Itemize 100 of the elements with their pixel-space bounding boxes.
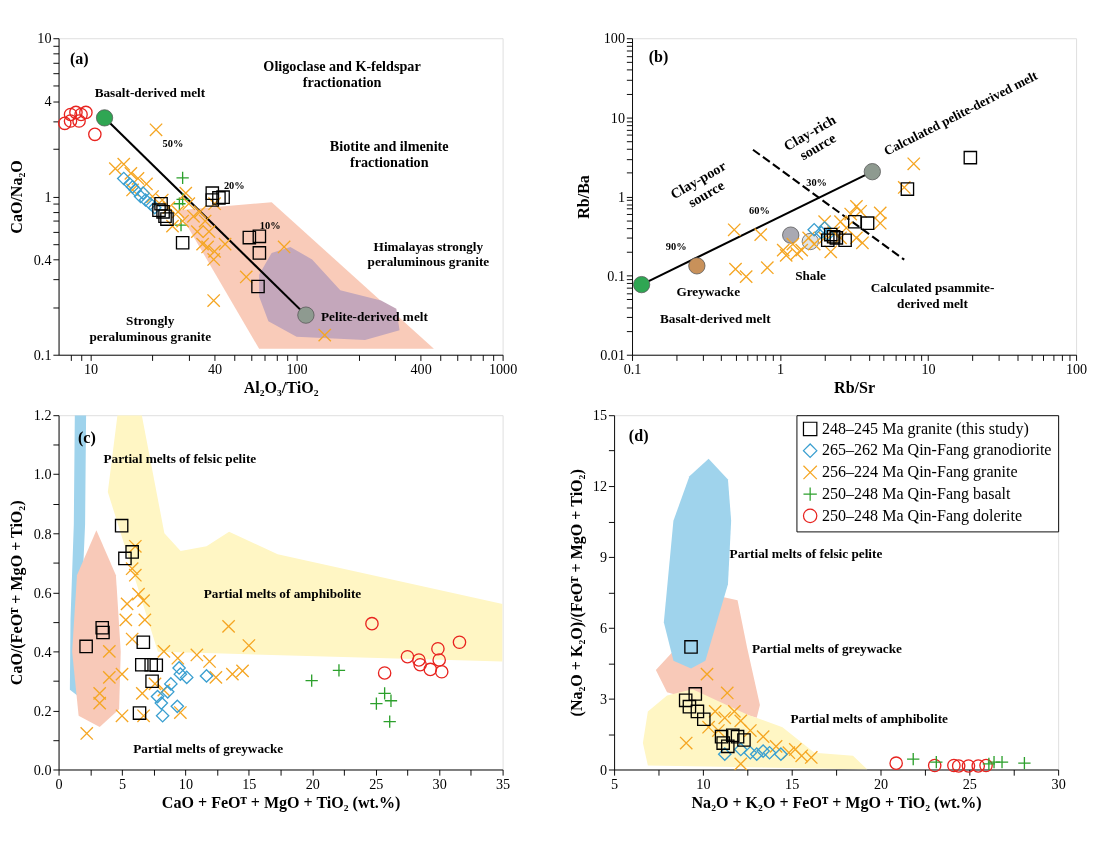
x-tick-label: 15 <box>785 775 800 792</box>
point <box>79 639 93 654</box>
point <box>190 648 204 662</box>
point <box>774 747 788 761</box>
point <box>131 587 146 601</box>
point <box>332 663 346 678</box>
point <box>400 649 415 664</box>
y-tick-label: 4 <box>44 93 52 110</box>
point <box>172 661 186 675</box>
x-tick-label: 5 <box>611 775 619 792</box>
point <box>221 619 236 634</box>
point <box>173 667 188 681</box>
x-tick-label: 0 <box>55 775 63 792</box>
point <box>720 686 735 700</box>
x-tick-label: 25 <box>962 775 977 792</box>
point <box>144 657 159 672</box>
point <box>128 568 143 583</box>
annotation: Partial melts of greywacke <box>133 740 284 756</box>
point <box>209 670 223 685</box>
point <box>714 729 729 744</box>
x-tick-label: 20 <box>305 775 320 792</box>
point <box>413 657 427 672</box>
y-tick-label: 3 <box>599 690 608 707</box>
point <box>995 755 1009 770</box>
y-tick-label: 0.4 <box>33 251 52 268</box>
point <box>120 597 134 611</box>
x-axis-title: Rb/Sr <box>834 379 876 397</box>
point <box>235 664 250 678</box>
point <box>114 518 129 533</box>
y-axis-title: CaO/Na₂O <box>8 160 26 234</box>
annotation: Partial melts of greywacke <box>752 640 903 656</box>
annotation: Strongly peraluminous granite <box>89 313 212 344</box>
annotation: 20% <box>223 180 245 192</box>
y-axis-title: Rb/Ba <box>574 175 592 219</box>
x-tick-label: 10 <box>696 775 711 792</box>
point <box>743 723 758 738</box>
x-tick-label: 100 <box>1065 361 1088 378</box>
y-tick-label: 12 <box>592 478 608 495</box>
x-tick-label: 0.1 <box>623 361 642 378</box>
point <box>115 667 129 681</box>
point <box>128 539 143 554</box>
y-axis-title: (Na₂O + K₂O)/(FeOᵀ + MgO + TiO₂) <box>567 469 586 717</box>
annotation: 10% <box>259 220 281 232</box>
point <box>733 714 748 728</box>
legend-label: 250–248 Ma Qin-Fang dolerite <box>821 506 1023 525</box>
point <box>412 653 426 667</box>
x-tick-label: 30 <box>432 775 447 792</box>
y-tick-label: 0.2 <box>33 702 52 719</box>
x-tick-label: 10 <box>921 361 936 378</box>
annotation: Pelite-derived melt <box>321 308 429 324</box>
x-axis-title: Na₂O + K₂O + FeOᵀ + MgO + TiO₂ (wt.%) <box>691 793 982 812</box>
point <box>951 759 966 773</box>
point <box>225 667 240 681</box>
y-tick-label: 0 <box>599 761 608 778</box>
annotation: Partial melts of amphibolite <box>790 711 949 727</box>
x-tick-label: 15 <box>242 775 257 792</box>
annotation: 30% <box>806 177 827 189</box>
annotation: Oligoclase and K-feldspar fractionation <box>263 58 421 91</box>
annotation: (c) <box>78 428 96 447</box>
point <box>733 757 748 771</box>
y-tick-label: 10 <box>610 109 625 126</box>
y-tick-label: 0.6 <box>33 584 52 601</box>
point <box>118 551 132 566</box>
point <box>423 662 438 677</box>
point <box>115 708 129 723</box>
point <box>684 640 698 654</box>
y-axis-title: CaO/(FeOᵀ + MgO + TiO₂) <box>8 500 27 686</box>
y-tick-label: 1.0 <box>33 466 52 483</box>
point <box>717 747 732 761</box>
point <box>682 699 697 714</box>
annotation: Partial melts of felsic pelite <box>103 451 257 467</box>
x-tick-label: 10 <box>178 775 193 792</box>
point <box>102 644 117 659</box>
point <box>160 685 175 699</box>
point <box>716 736 730 750</box>
point <box>157 683 171 697</box>
x-tick-label: 35 <box>496 775 511 792</box>
point <box>727 704 742 719</box>
annotation: 90% <box>665 241 687 253</box>
point <box>688 687 703 701</box>
point <box>134 657 149 672</box>
x-tick-label: 10 <box>83 361 99 378</box>
point <box>155 708 170 723</box>
x-tick-label: 100 <box>286 361 308 378</box>
point <box>136 593 151 608</box>
point <box>171 651 185 666</box>
annotation: Partial melts of felsic pelite <box>729 546 883 562</box>
y-tick-label: 0.4 <box>33 643 52 660</box>
point <box>136 708 151 723</box>
point <box>725 728 740 743</box>
point <box>756 729 770 744</box>
point <box>733 742 748 757</box>
point <box>135 686 150 701</box>
point <box>717 710 732 725</box>
point <box>377 666 392 680</box>
legend-label: 248–245 Ma granite (this study) <box>821 419 1029 438</box>
point <box>365 616 379 631</box>
point <box>125 545 139 559</box>
annotation: Basalt-derived melt <box>660 311 772 327</box>
annotation: Himalayas strongly peraluminous granite <box>367 239 490 270</box>
